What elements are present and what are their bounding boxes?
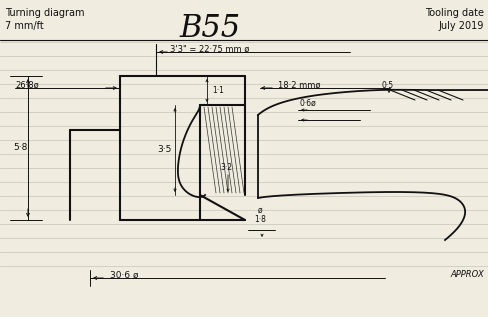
Text: 1·8: 1·8 [254,216,265,224]
Text: 26·8ø: 26·8ø [15,81,39,89]
Text: 3·2: 3·2 [220,164,231,172]
Text: 30·6 ø: 30·6 ø [110,270,138,280]
Text: APPROX: APPROX [449,270,483,280]
Text: July 2019: July 2019 [438,21,483,31]
Text: Tooling date: Tooling date [424,8,483,18]
Text: 3·5: 3·5 [157,146,171,154]
Text: 0·5: 0·5 [381,81,393,89]
Text: 0·6ø: 0·6ø [299,99,316,107]
Text: 5·8: 5·8 [13,144,27,152]
Text: 7 mm/ft: 7 mm/ft [5,21,43,31]
Text: Turning diagram: Turning diagram [5,8,84,18]
Text: 3'3" = 22·75 mm ø: 3'3" = 22·75 mm ø [170,44,249,54]
Text: ø: ø [257,205,262,215]
Text: B55: B55 [179,12,240,43]
Text: 18·2 mmø: 18·2 mmø [278,81,320,89]
Text: 1·1: 1·1 [212,86,224,95]
